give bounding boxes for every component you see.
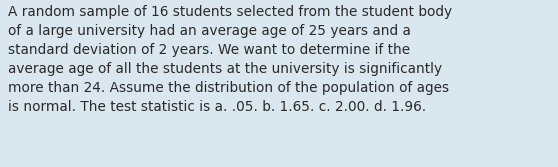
Text: A random sample of 16 students selected from the student body
of a large univers: A random sample of 16 students selected … xyxy=(8,5,453,114)
